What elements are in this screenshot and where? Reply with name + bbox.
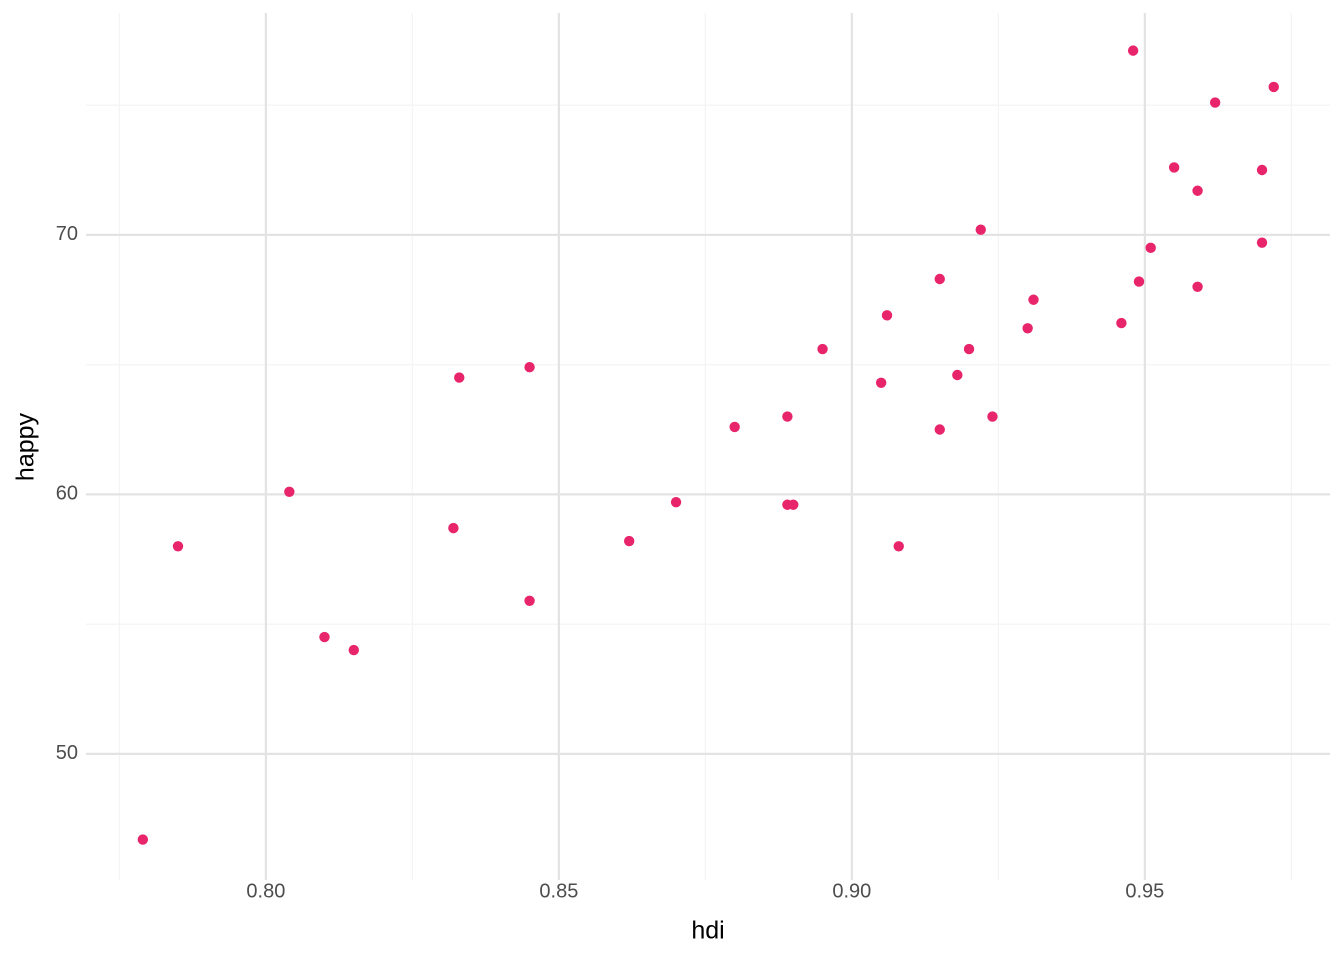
point (1022, 323, 1033, 334)
point (952, 369, 963, 381)
point (1256, 164, 1268, 176)
point (1116, 317, 1127, 329)
y-tick-label: 50 (56, 742, 78, 764)
point (1168, 162, 1180, 173)
point (1209, 97, 1221, 108)
point (1145, 242, 1156, 254)
point (729, 421, 740, 433)
point (963, 343, 975, 355)
point (172, 541, 184, 552)
y-tick-label: 70 (56, 223, 78, 245)
point (934, 273, 945, 285)
point (524, 362, 535, 373)
point (1127, 45, 1139, 56)
x-tick-label: 0.80 (246, 880, 285, 902)
x-axis-title: hdi (691, 917, 724, 945)
point (1028, 294, 1039, 305)
point (137, 834, 149, 845)
point (975, 224, 986, 235)
points (137, 45, 1279, 845)
point (1133, 276, 1145, 287)
point (319, 631, 330, 643)
point (448, 522, 459, 534)
x-tick-label: 0.85 (539, 880, 578, 902)
point (623, 535, 635, 547)
point (817, 343, 828, 355)
point (1192, 185, 1203, 196)
point (893, 541, 904, 552)
point (1192, 281, 1203, 292)
y-axis-title: happy (12, 412, 40, 481)
x-tick-label: 0.95 (1125, 880, 1164, 902)
point (284, 486, 295, 497)
point (987, 411, 998, 422)
point (348, 644, 359, 656)
point (524, 595, 535, 606)
point (875, 377, 887, 388)
point (782, 411, 793, 422)
point (1256, 237, 1268, 248)
point (670, 496, 682, 508)
point (1268, 81, 1279, 93)
grid (86, 13, 1330, 880)
x-tick-label: 0.90 (832, 880, 871, 902)
y-tick-label: 60 (56, 483, 78, 505)
point (881, 310, 893, 321)
point (788, 499, 799, 510)
point (454, 372, 465, 383)
point (934, 424, 945, 435)
